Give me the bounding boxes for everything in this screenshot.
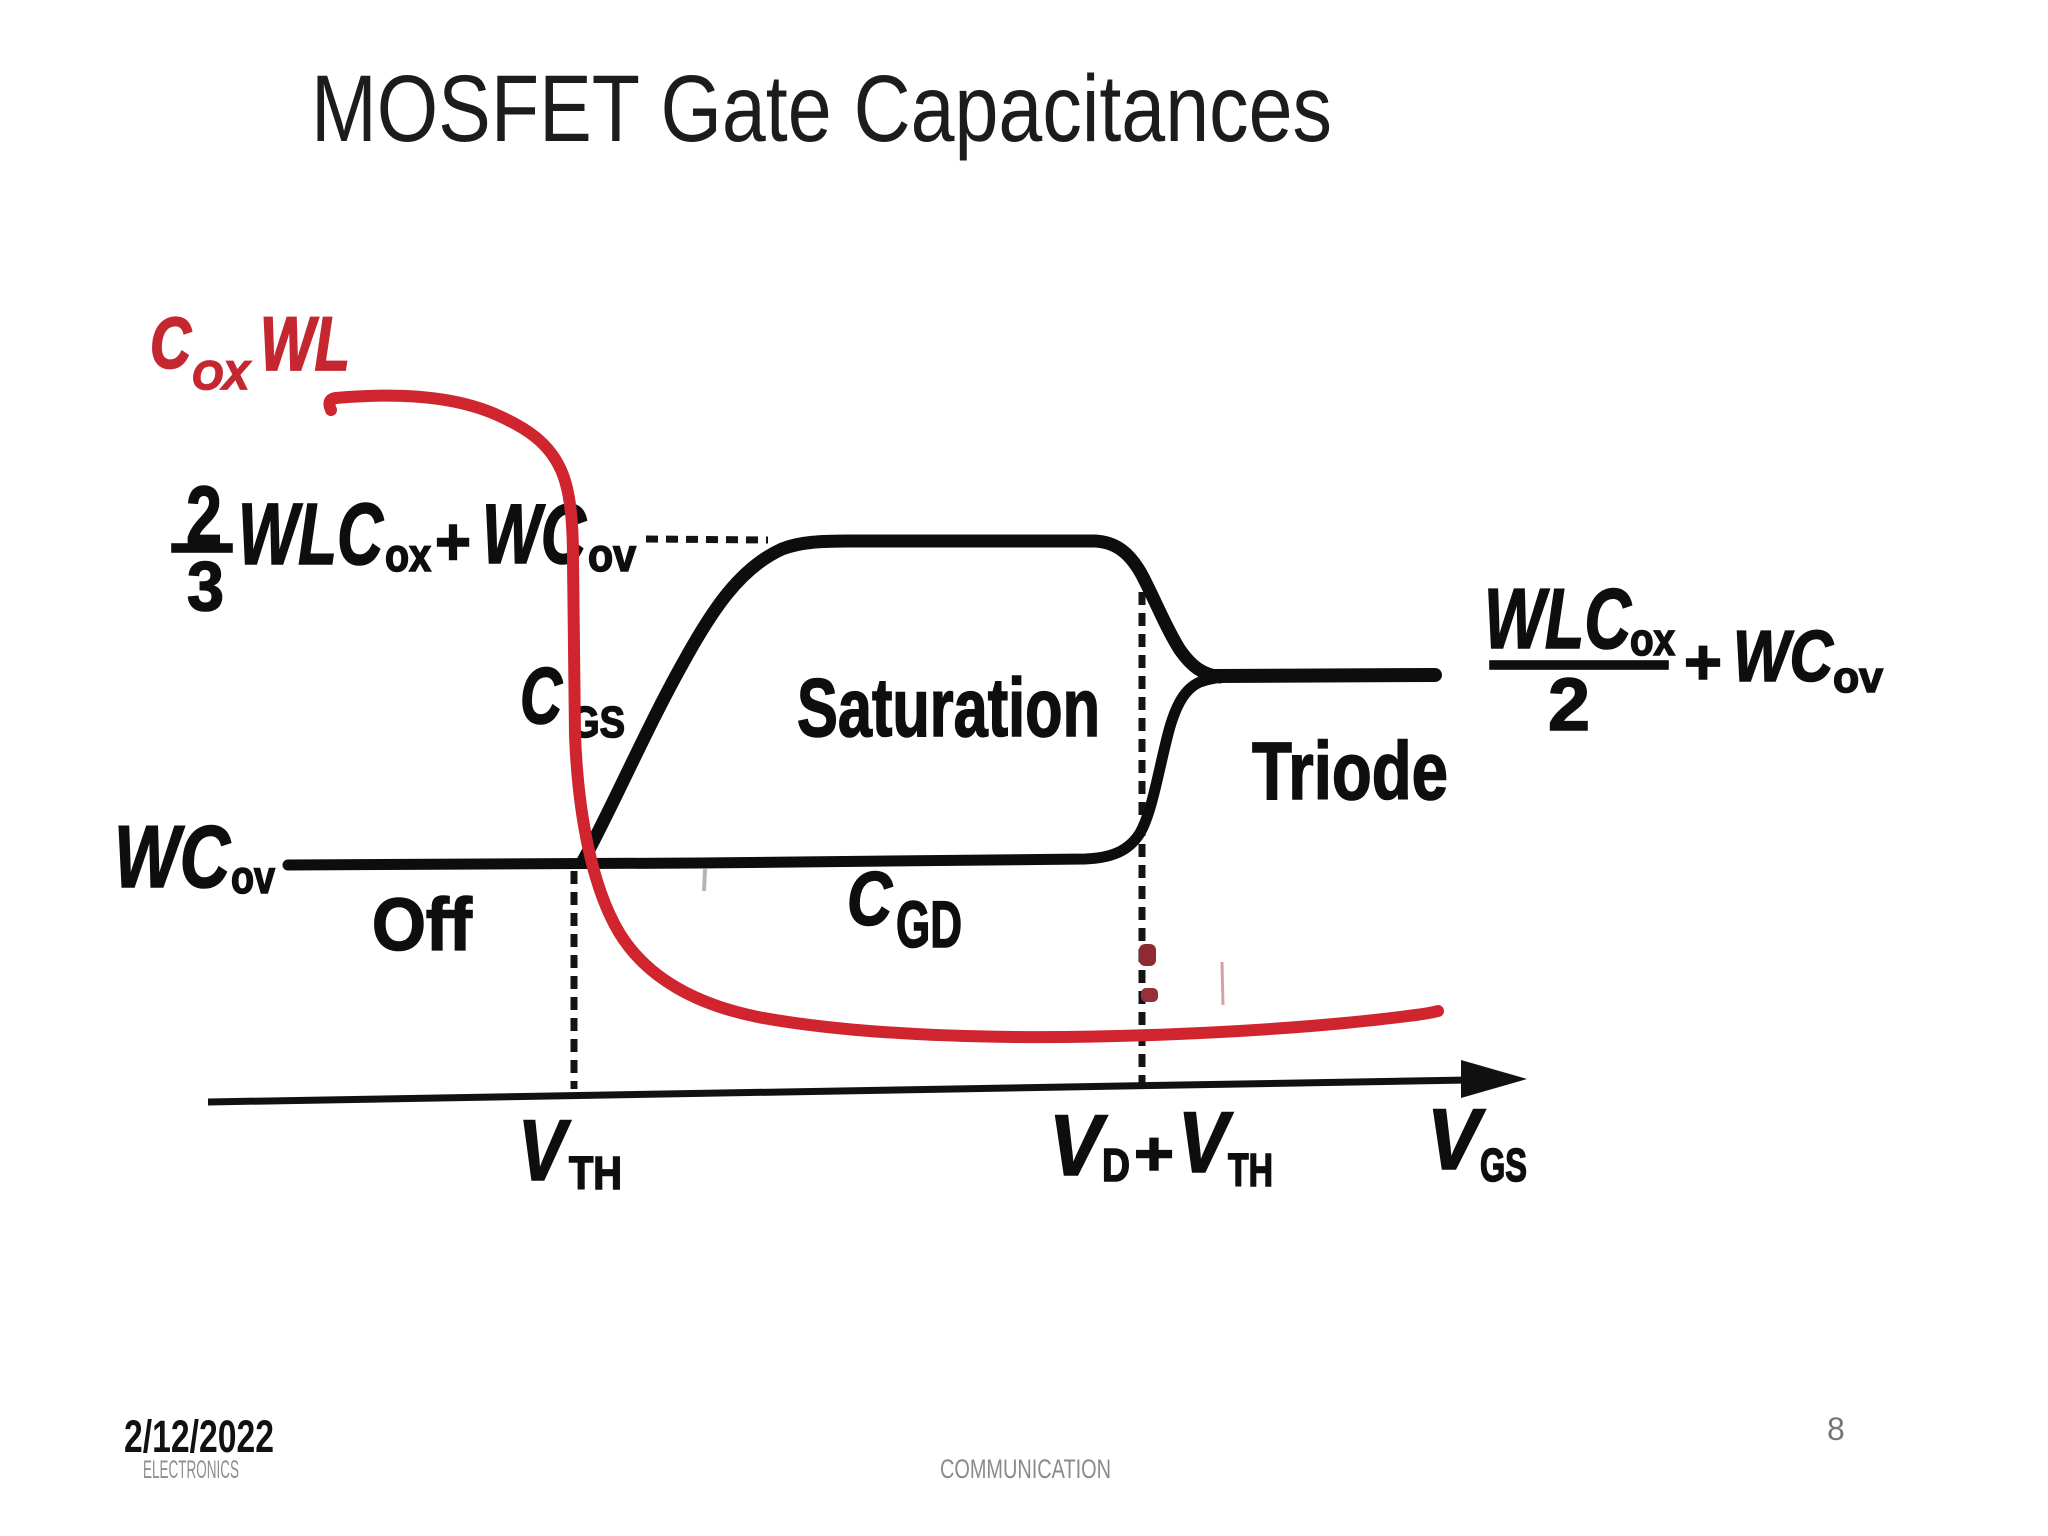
svg-text:OX: OX <box>192 354 251 398</box>
svg-text:WLC: WLC <box>1484 572 1632 667</box>
svg-text:Saturation: Saturation <box>797 661 1100 754</box>
svg-text:ELECTRONICS: ELECTRONICS <box>143 1456 239 1484</box>
svg-text:GD: GD <box>896 887 962 961</box>
svg-text:V: V <box>1178 1095 1234 1191</box>
svg-text:3: 3 <box>187 547 224 625</box>
svg-text:2: 2 <box>1548 663 1590 746</box>
svg-text:ov: ov <box>1833 653 1884 702</box>
svg-text:Triode: Triode <box>1252 726 1448 817</box>
svg-text:TH: TH <box>1228 1144 1273 1196</box>
svg-text:MOSFET Gate Capacitances: MOSFET Gate Capacitances <box>311 56 1332 162</box>
svg-text:2/12/2022: 2/12/2022 <box>124 1411 274 1462</box>
svg-text:GS: GS <box>1480 1139 1527 1191</box>
svg-text:V: V <box>1049 1098 1108 1194</box>
svg-text:V: V <box>1427 1092 1486 1188</box>
svg-text:8: 8 <box>1827 1411 1845 1447</box>
svg-text:D: D <box>1102 1139 1130 1191</box>
svg-text:C: C <box>150 304 192 384</box>
svg-text:C: C <box>520 651 563 740</box>
svg-text:V: V <box>518 1103 572 1199</box>
svg-text:+: + <box>1134 1120 1174 1189</box>
svg-text:ox: ox <box>385 529 431 581</box>
svg-text:C: C <box>847 857 893 942</box>
svg-text:WC: WC <box>1733 617 1834 697</box>
svg-text:ov: ov <box>588 529 636 581</box>
svg-text:WC: WC <box>114 807 231 906</box>
svg-text:ov: ov <box>231 851 275 903</box>
svg-text:+: + <box>435 504 471 580</box>
svg-text:+: + <box>1684 626 1722 698</box>
svg-text:WLC: WLC <box>238 486 384 583</box>
svg-text:ox: ox <box>1630 614 1675 665</box>
svg-text:COMMUNICATION: COMMUNICATION <box>940 1454 1111 1484</box>
svg-text:TH: TH <box>569 1147 622 1199</box>
svg-text:WL: WL <box>260 302 350 387</box>
svg-text:Off: Off <box>372 883 472 966</box>
